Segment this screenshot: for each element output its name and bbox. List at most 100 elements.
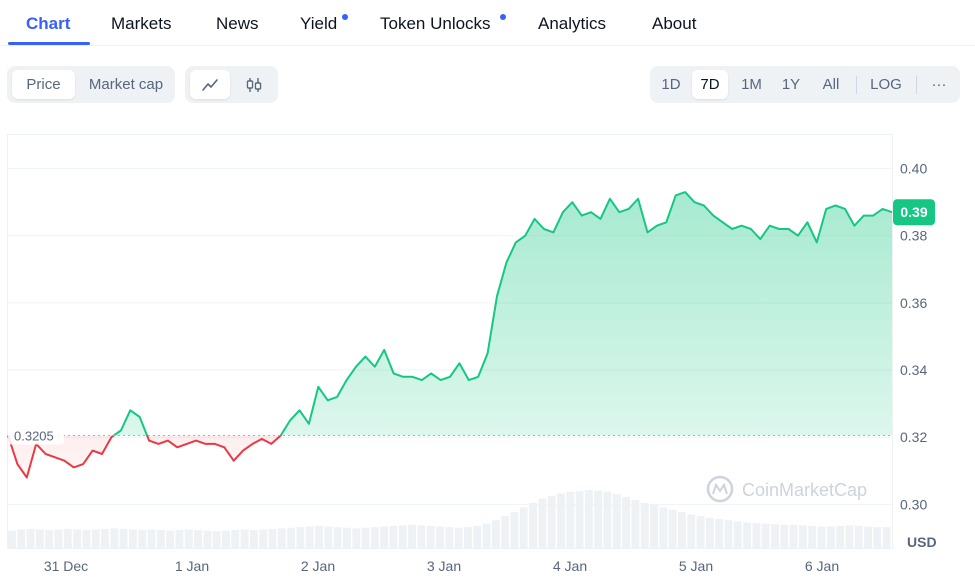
volume-bar [8, 530, 16, 548]
volume-bar [35, 529, 44, 548]
volume-bar [389, 525, 398, 548]
volume-bar [240, 529, 249, 548]
volume-bar [63, 528, 72, 548]
x-tick-label: 2 Jan [301, 558, 335, 574]
volume-bars [8, 490, 891, 548]
volume-bar [352, 528, 361, 548]
tab-about[interactable]: About [652, 14, 697, 33]
volume-bar [640, 502, 649, 548]
volume-bar [808, 525, 817, 548]
volume-bar [454, 527, 463, 548]
volume-bar [45, 530, 54, 548]
x-tick-label: 31 Dec [44, 558, 88, 574]
range-1d-button[interactable]: 1D [661, 76, 681, 93]
svg-text:0.3205: 0.3205 [14, 429, 54, 444]
range-1y-button[interactable]: 1Y [781, 76, 801, 93]
volume-bar [175, 530, 184, 548]
volume-bar [575, 491, 584, 548]
range-all-button[interactable]: All [822, 76, 840, 93]
tab-yield[interactable]: Yield [300, 14, 338, 33]
volume-bar [873, 527, 882, 548]
volume-bar [305, 526, 314, 548]
volume-bar [128, 529, 137, 548]
range-7d-button[interactable]: 7D [692, 70, 728, 99]
volume-bar [101, 528, 109, 548]
volume-bar [603, 491, 612, 548]
volume-bar [259, 529, 268, 548]
candlestick-icon [246, 78, 262, 92]
volume-bar [82, 530, 91, 548]
chart-tabs-bar: Chart Markets News Yield Token Unlocks A… [0, 0, 975, 46]
coinmarketcap-logo-icon [706, 475, 734, 503]
tab-analytics[interactable]: Analytics [538, 14, 607, 33]
volume-bar [73, 529, 82, 548]
up-line-group [7, 191, 893, 436]
volume-bar [203, 530, 212, 548]
y-tick-label: 0.34 [900, 362, 927, 378]
volume-bar [668, 509, 677, 548]
range-divider-2 [916, 76, 917, 94]
volume-bar [650, 505, 658, 548]
volume-bar [194, 530, 203, 548]
volume-bar [659, 507, 668, 548]
active-tab-indicator [8, 42, 90, 45]
volume-bar [268, 528, 277, 548]
chart-style-toggle [185, 66, 278, 103]
token-unlocks-new-dot [500, 14, 506, 20]
y-tick-label: 0.40 [900, 161, 927, 177]
volume-bar [212, 531, 221, 548]
volume-bar [510, 512, 519, 548]
volume-bar [798, 525, 807, 548]
volume-bar [184, 529, 193, 548]
price-chart[interactable]: 0.3205 0.40 0.38 0.36 0.34 0.32 0.30 31 Dec 1 … [0, 130, 975, 579]
volume-bar [166, 530, 175, 548]
y-tick-label: 0.38 [900, 228, 927, 244]
yield-new-dot [342, 14, 348, 20]
volume-bar [249, 530, 258, 548]
volume-bar [380, 526, 389, 548]
price-area-down [8, 435, 281, 478]
volume-bar [463, 527, 472, 548]
volume-bar [222, 530, 230, 548]
x-tick-label: 3 Jan [427, 558, 461, 574]
volume-bar [417, 525, 426, 548]
volume-bar [324, 526, 333, 548]
volume-bar [631, 499, 640, 548]
tab-token-unlocks[interactable]: Token Unlocks [380, 14, 491, 33]
x-tick-label: 6 Jan [805, 558, 839, 574]
volume-bar [501, 516, 510, 548]
volume-bar [780, 524, 789, 548]
candlestick-button[interactable] [234, 70, 274, 99]
range-1m-button[interactable]: 1M [741, 76, 762, 93]
volume-bar [761, 523, 770, 548]
log-scale-button[interactable]: LOG [870, 76, 902, 93]
price-button[interactable]: Price [12, 70, 75, 99]
tab-chart[interactable]: Chart [26, 14, 71, 33]
tab-markets[interactable]: Markets [111, 14, 172, 33]
volume-bar [333, 527, 342, 548]
volume-bar [119, 528, 128, 548]
price-chart-svg: 0.3205 0.40 0.38 0.36 0.34 0.32 0.30 31 Dec 1 … [7, 134, 937, 574]
volume-bar [147, 529, 156, 548]
volume-bar [482, 523, 491, 548]
volume-bar [398, 525, 407, 548]
volume-bar [854, 525, 863, 548]
market-cap-button[interactable]: Market cap [88, 76, 164, 93]
time-range-selector: 1D 7D 1M 1Y All LOG ··· [650, 66, 960, 103]
plot-border [7, 134, 893, 549]
volume-bar [110, 528, 119, 548]
tab-news[interactable]: News [216, 14, 259, 33]
volume-bar [826, 526, 835, 548]
volume-bar [370, 527, 379, 548]
volume-bar [54, 529, 63, 548]
down-area-group [8, 435, 281, 478]
volume-bar [733, 521, 742, 548]
more-options-button[interactable]: ··· [931, 76, 947, 93]
line-chart-button[interactable] [190, 70, 230, 99]
x-tick-label: 1 Jan [175, 558, 209, 574]
volume-bar [677, 512, 686, 548]
volume-bar [771, 524, 779, 548]
volume-bar [529, 502, 538, 548]
volume-bar [845, 525, 854, 548]
price-line-down [7, 435, 282, 479]
